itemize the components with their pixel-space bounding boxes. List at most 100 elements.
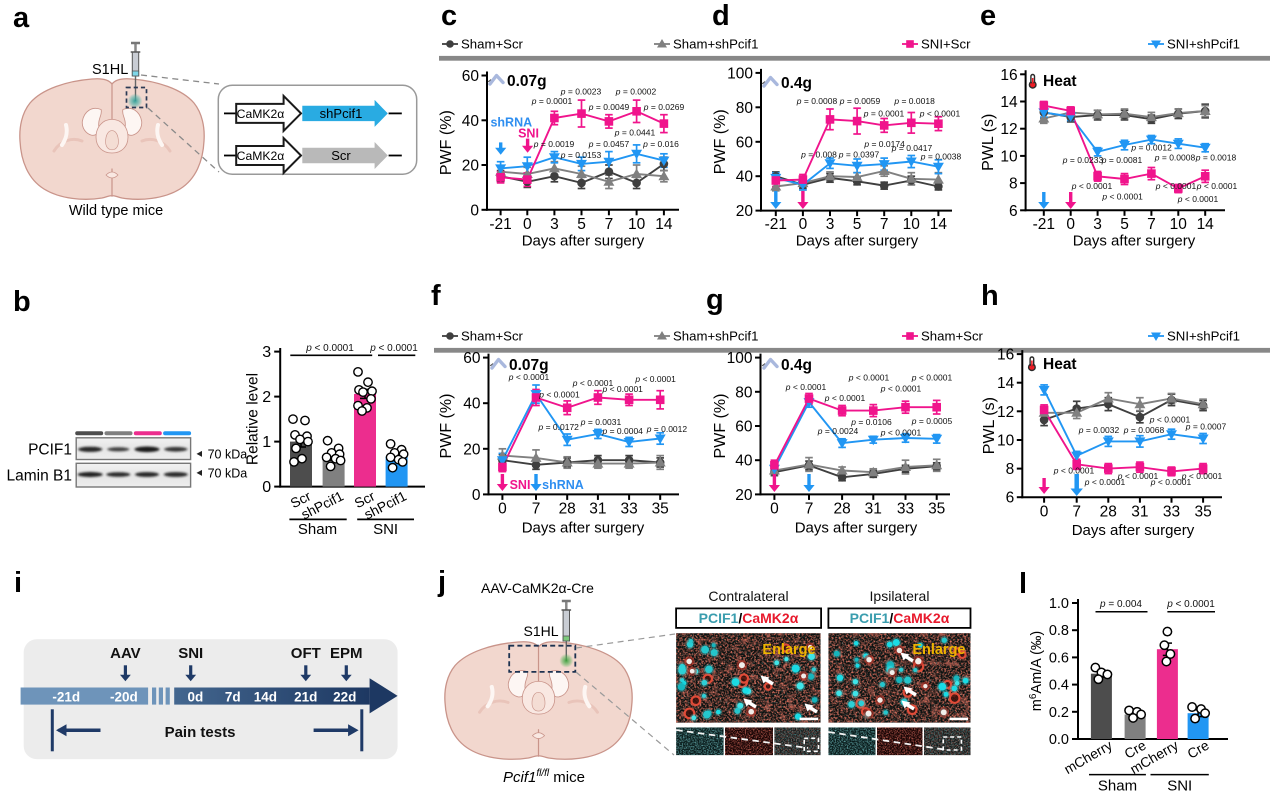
svg-text:21d: 21d <box>294 689 317 704</box>
svg-text:p < 0.0001: p < 0.0001 <box>538 389 580 399</box>
svg-text:14: 14 <box>997 375 1015 392</box>
svg-text:3: 3 <box>826 216 835 233</box>
svg-text:PWF (%): PWF (%) <box>712 109 729 174</box>
svg-text:p = 0.0059: p = 0.0059 <box>839 96 881 106</box>
svg-text:40: 40 <box>463 396 481 413</box>
svg-text:1.0: 1.0 <box>1049 596 1069 612</box>
svg-text:28: 28 <box>559 501 576 518</box>
svg-text:SNI: SNI <box>510 478 531 492</box>
svg-text:SNI: SNI <box>373 521 398 538</box>
svg-text:28: 28 <box>833 501 850 518</box>
svg-text:0.6: 0.6 <box>1049 650 1069 666</box>
svg-text:PWL (s): PWL (s) <box>981 397 998 454</box>
svg-text:p = 0.0417: p = 0.0417 <box>891 143 933 153</box>
svg-text:Days after surgery: Days after surgery <box>1073 233 1196 250</box>
svg-text:p = 0.0153: p = 0.0153 <box>560 150 602 160</box>
svg-text:p < 0.0001: p < 0.0001 <box>634 374 676 384</box>
svg-text:20: 20 <box>463 441 481 458</box>
svg-text:100: 100 <box>727 350 753 367</box>
svg-text:31: 31 <box>589 501 606 518</box>
svg-text:0.2: 0.2 <box>1049 705 1069 721</box>
svg-text:Sham+Scr: Sham+Scr <box>461 36 524 51</box>
svg-text:p < 0.0001: p < 0.0001 <box>1101 191 1143 201</box>
svg-text:6: 6 <box>1006 490 1015 507</box>
svg-text:14: 14 <box>655 216 673 233</box>
svg-text:PWF (%): PWF (%) <box>438 394 455 459</box>
svg-text:Sham+Scr: Sham+Scr <box>461 328 524 343</box>
svg-text:6: 6 <box>1009 203 1018 220</box>
svg-text:Heat: Heat <box>1043 73 1077 90</box>
svg-text:d: d <box>712 0 730 32</box>
svg-text:7: 7 <box>605 216 614 233</box>
svg-text:p = 0.0008: p = 0.0008 <box>796 96 838 106</box>
svg-text:5: 5 <box>577 216 586 233</box>
svg-text:PCIF1: PCIF1 <box>28 442 72 459</box>
svg-text:p = 0.0269: p = 0.0269 <box>643 102 685 112</box>
svg-text:60: 60 <box>736 134 754 151</box>
svg-text:Sham+Scr: Sham+Scr <box>921 328 984 343</box>
svg-text:OFT: OFT <box>291 645 321 662</box>
svg-text:PWF (%): PWF (%) <box>438 110 455 175</box>
svg-text:10: 10 <box>1000 148 1018 165</box>
svg-text:10: 10 <box>1170 216 1188 233</box>
svg-text:70 kDa: 70 kDa <box>208 447 248 461</box>
svg-text:p = 0.016: p = 0.016 <box>642 139 679 149</box>
svg-text:2: 2 <box>262 389 271 406</box>
svg-text:p = 0.0233: p = 0.0233 <box>1062 155 1104 165</box>
svg-text:33: 33 <box>620 501 637 518</box>
svg-text:c: c <box>441 0 457 32</box>
svg-text:0: 0 <box>262 479 271 496</box>
svg-text:p < 0.0001: p < 0.0001 <box>880 428 922 438</box>
svg-text:shPcif1: shPcif1 <box>320 106 363 121</box>
svg-text:p = 0.0049: p = 0.0049 <box>588 102 630 112</box>
svg-text:0.0: 0.0 <box>1049 732 1069 748</box>
svg-text:Pain tests: Pain tests <box>165 724 236 741</box>
svg-text:EPM: EPM <box>330 645 363 662</box>
svg-text:Pcif1fl/fl mice: Pcif1fl/fl mice <box>503 768 585 786</box>
svg-text:Ipsilateral: Ipsilateral <box>870 588 930 604</box>
svg-text:40: 40 <box>735 453 753 470</box>
svg-text:0: 0 <box>523 216 532 233</box>
svg-text:p = 0.0441: p = 0.0441 <box>614 128 656 138</box>
svg-text:3: 3 <box>550 216 559 233</box>
svg-text:p < 0.0001: p < 0.0001 <box>880 384 922 394</box>
svg-text:0.4: 0.4 <box>1049 678 1069 694</box>
svg-text:Sham+shPcif1: Sham+shPcif1 <box>673 36 758 51</box>
svg-text:14: 14 <box>1000 94 1018 111</box>
svg-text:0: 0 <box>470 202 479 219</box>
svg-text:Contralateral: Contralateral <box>708 588 788 604</box>
svg-text:3: 3 <box>262 344 271 361</box>
svg-text:20: 20 <box>736 203 754 220</box>
svg-text:12: 12 <box>1000 121 1017 138</box>
svg-text:p < 0.0001: p < 0.0001 <box>1155 181 1197 191</box>
svg-text:p < 0.0001: p < 0.0001 <box>1177 194 1219 204</box>
svg-text:Days after surgery: Days after surgery <box>1072 522 1195 539</box>
svg-text:p < 0.0001: p < 0.0001 <box>508 372 550 382</box>
svg-text:-21d: -21d <box>52 689 80 704</box>
svg-text:f: f <box>431 280 441 312</box>
svg-text:p = 0.0174: p = 0.0174 <box>863 139 905 149</box>
svg-text:7: 7 <box>1147 216 1156 233</box>
svg-text:8: 8 <box>1009 176 1018 193</box>
svg-text:SNI: SNI <box>178 645 203 662</box>
svg-text:i: i <box>14 567 22 599</box>
svg-text:PWF (%): PWF (%) <box>712 394 729 459</box>
svg-text:100: 100 <box>727 65 753 82</box>
svg-text:Days after surgery: Days after surgery <box>522 233 645 250</box>
svg-text:Wild type mice: Wild type mice <box>69 203 163 219</box>
svg-text:Heat: Heat <box>1043 356 1077 373</box>
svg-text:p < 0.0001: p < 0.0001 <box>572 378 614 388</box>
svg-text:p < 0.0001: p < 0.0001 <box>1149 415 1191 425</box>
svg-text:l: l <box>1019 568 1027 600</box>
svg-text:p = 0.0081: p = 0.0081 <box>1101 155 1143 165</box>
svg-text:60: 60 <box>735 419 753 436</box>
svg-text:p = 0.0397: p = 0.0397 <box>838 149 880 159</box>
svg-text:3: 3 <box>1093 216 1102 233</box>
svg-text:p < 0.0001: p < 0.0001 <box>824 393 866 403</box>
svg-text:33: 33 <box>1163 503 1180 520</box>
svg-text:-21: -21 <box>765 216 787 233</box>
svg-text:p < 0.0001: p < 0.0001 <box>1071 181 1113 191</box>
svg-text:14: 14 <box>930 216 948 233</box>
svg-text:PCIF1/CaMK2α: PCIF1/CaMK2α <box>850 610 950 626</box>
svg-text:40: 40 <box>462 113 480 130</box>
